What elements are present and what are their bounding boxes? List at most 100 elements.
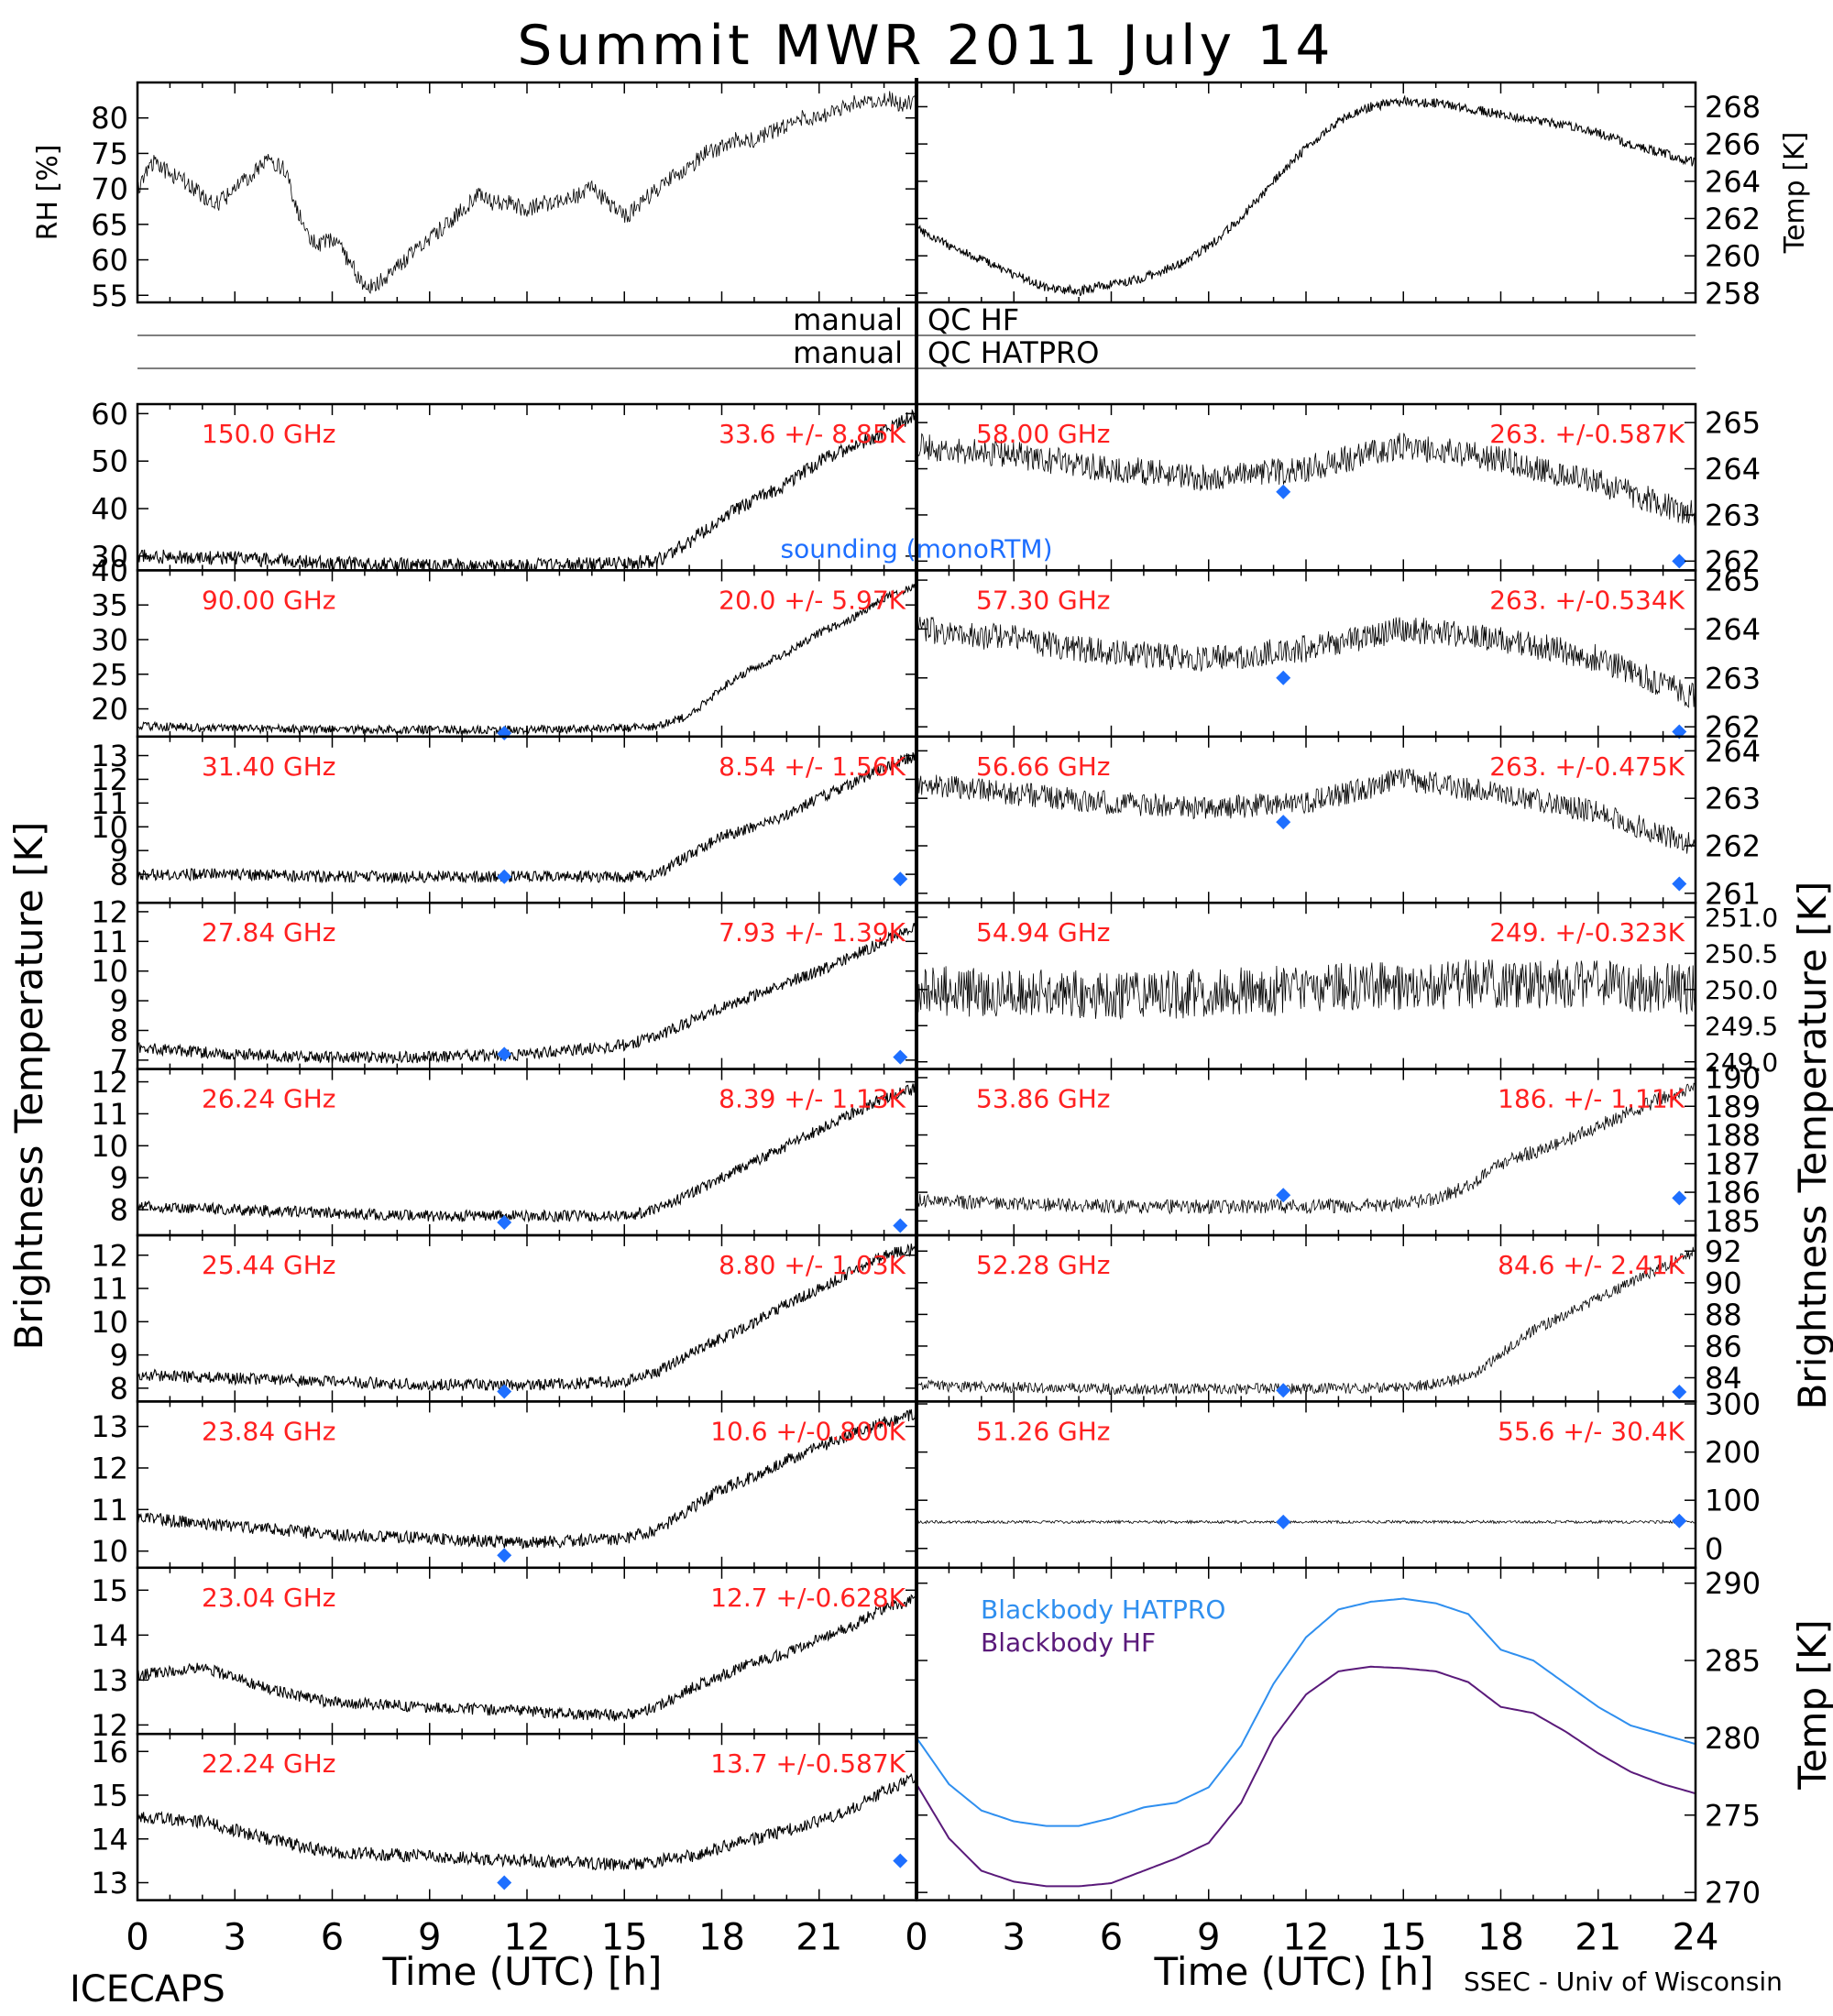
y-tick-label: 261: [1705, 876, 1761, 911]
left-ylabel: Brightness Temperature [K]: [6, 822, 51, 1351]
y-tick-label: 280: [1705, 1721, 1761, 1756]
x-tick-label: 6: [321, 1917, 344, 1959]
y-tick-label: 100: [1705, 1484, 1761, 1518]
y-tick-label: 285: [1705, 1644, 1761, 1679]
series-line-blackbody-hf: [916, 1665, 1696, 1888]
channel-stat-label: 8.80 +/- 1.03K: [719, 1250, 906, 1280]
x-tick-label: 24: [1673, 1917, 1719, 1959]
channel-stat-label: 8.54 +/- 1.56K: [719, 751, 906, 782]
channel-frequency-label: 53.86 GHz: [976, 1084, 1111, 1114]
qc-row-label-left: manual: [793, 302, 903, 337]
y-tick-label: 84: [1705, 1361, 1742, 1396]
y-tick-label: 187: [1705, 1146, 1761, 1181]
y-tick-label: 92: [1705, 1234, 1742, 1269]
y-tick-label: 30: [91, 539, 128, 574]
trace-ch16: [916, 1518, 1696, 1525]
panel-ylabel: Temp [K]: [1779, 132, 1811, 255]
channel-frequency-label: 58.00 GHz: [976, 419, 1111, 449]
y-tick-label: 14: [91, 1618, 128, 1653]
sounding-marker: [1276, 1188, 1291, 1203]
axis-labels: Brightness Temperature [K] Brightness Te…: [6, 822, 1833, 2011]
left-footer: ICECAPS: [70, 1968, 225, 2011]
y-tick-label: 260: [1705, 239, 1761, 274]
series-line-blackbody-hatpro: [916, 1597, 1696, 1827]
y-tick-label: 80: [91, 101, 128, 136]
y-tick-label: 12: [91, 894, 128, 929]
y-tick-label: 11: [91, 1493, 128, 1528]
y-tick-label: 264: [1705, 734, 1761, 769]
channel-frequency-label: 31.40 GHz: [202, 751, 336, 782]
trace-ch9: [137, 1773, 917, 1871]
y-tick-label: 11: [91, 786, 128, 821]
y-tick-label: 262: [1705, 544, 1761, 579]
y-tick-label: 13: [91, 1409, 128, 1444]
sounding-marker: [497, 869, 512, 884]
sounding-marker: [1276, 815, 1291, 830]
x-tick-labels: 0 3 6 9 12 15 18 21 0 3 6 9 12 15 18 21 24: [126, 1917, 1718, 1959]
sounding-marker: [893, 1218, 908, 1233]
y-tick-label: 262: [1705, 829, 1761, 864]
y-tick-label: 55: [91, 279, 128, 313]
y-tick-label: 250.0: [1705, 975, 1778, 1005]
y-tick-label: 40: [91, 492, 128, 527]
channel-stat-label: 13.7 +/-0.587K: [710, 1748, 906, 1779]
channel-stat-label: 8.39 +/- 1.13K: [719, 1084, 906, 1114]
y-tick-label: 60: [91, 397, 128, 432]
y-tick-label: 88: [1705, 1298, 1742, 1332]
trace-ch13: [916, 959, 1696, 1020]
right-footer: SSEC - Univ of Wisconsin: [1464, 1967, 1783, 1997]
y-tick-label: 266: [1705, 127, 1761, 162]
y-tick-label: 275: [1705, 1798, 1761, 1833]
panel-ch12: 261 262 263 264 56.66 GHz 263. +/-0.475K: [915, 734, 1761, 911]
y-tick-label: 7: [110, 1043, 128, 1078]
x-tick-label: 0: [905, 1917, 927, 1959]
y-tick-label: 268: [1705, 90, 1761, 125]
y-tick-label: 189: [1705, 1090, 1761, 1124]
figure-title: Summit MWR 2011 July 14: [517, 14, 1334, 78]
y-tick-label: 190: [1705, 1061, 1761, 1096]
trace-ch12: [916, 768, 1696, 854]
y-tick-label: 0: [1705, 1531, 1723, 1566]
y-tick-label: 186: [1705, 1176, 1761, 1211]
legend-entry: Blackbody HF: [981, 1627, 1156, 1658]
sounding-marker: [1672, 876, 1687, 892]
y-tick-label: 50: [91, 444, 128, 479]
channel-stat-label: 263. +/-0.475K: [1489, 751, 1685, 782]
channel-stat-label: 249. +/-0.323K: [1489, 917, 1685, 948]
channel-stat-label: 186. +/- 1.11K: [1498, 1084, 1685, 1114]
channel-frequency-label: 22.24 GHz: [202, 1748, 336, 1779]
channel-stat-label: 55.6 +/- 30.4K: [1498, 1416, 1685, 1446]
channel-frequency-label: 90.00 GHz: [202, 585, 336, 615]
y-tick-label: 264: [1705, 452, 1761, 487]
sounding-marker: [1276, 1383, 1291, 1398]
y-tick-label: 12: [91, 1065, 128, 1100]
x-tick-label: 12: [1283, 1917, 1330, 1959]
x-tick-label: 15: [601, 1917, 648, 1959]
y-tick-label: 9: [110, 984, 128, 1019]
y-tick-label: 35: [91, 588, 128, 623]
sounding-marker: [1276, 484, 1291, 499]
y-tick-label: 12: [91, 762, 128, 797]
y-tick-label: 8: [110, 1013, 128, 1048]
channel-frequency-label: 25.44 GHz: [202, 1250, 336, 1280]
left-xlabel: Time (UTC) [h]: [382, 1949, 663, 1994]
trace-ch6: [137, 1244, 917, 1391]
trace-ch4: [137, 918, 917, 1065]
x-tick-label: 3: [1003, 1917, 1026, 1959]
y-tick-label: 12: [91, 1451, 128, 1485]
y-tick-label: 75: [91, 137, 128, 171]
panel-frame: [136, 81, 918, 304]
trace-ch14: [916, 1082, 1696, 1215]
sounding-marker: [497, 1548, 512, 1563]
y-tick-label: 10: [91, 1305, 128, 1340]
trace-ch11: [916, 616, 1696, 708]
y-tick-label: 262: [1705, 202, 1761, 236]
qc-row-label-left: manual: [793, 335, 903, 370]
